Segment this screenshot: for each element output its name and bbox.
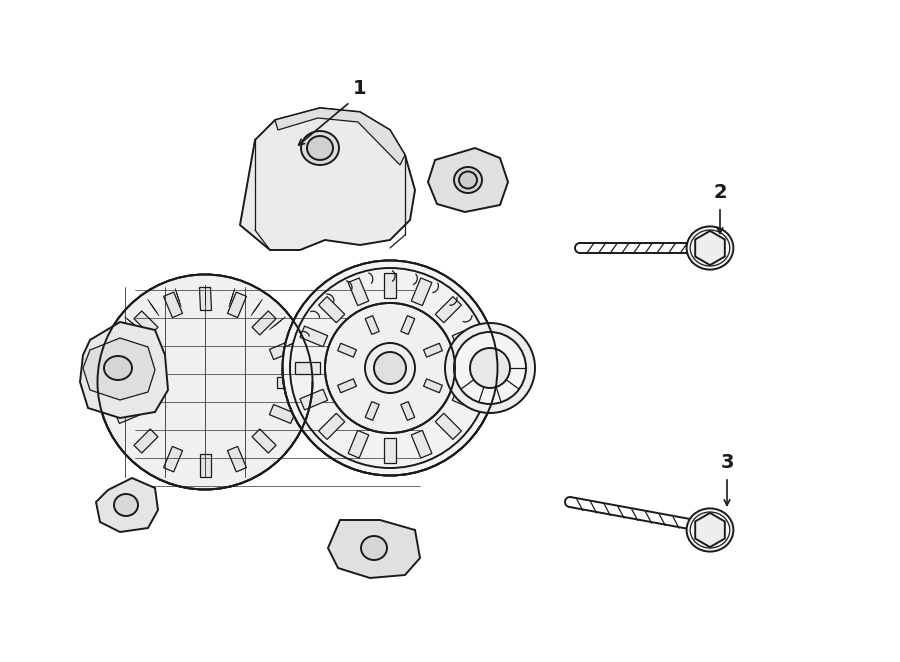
Polygon shape <box>97 261 498 489</box>
Ellipse shape <box>325 303 455 433</box>
Text: 3: 3 <box>720 453 733 471</box>
Polygon shape <box>295 362 320 374</box>
Polygon shape <box>164 292 183 318</box>
Polygon shape <box>384 438 396 463</box>
Text: 2: 2 <box>713 183 727 201</box>
Polygon shape <box>428 148 508 212</box>
Polygon shape <box>319 413 345 440</box>
Polygon shape <box>275 108 405 165</box>
Polygon shape <box>110 377 133 387</box>
Text: 1: 1 <box>353 79 367 97</box>
Polygon shape <box>411 278 432 306</box>
Ellipse shape <box>454 167 482 193</box>
Polygon shape <box>277 377 300 387</box>
Polygon shape <box>436 297 462 323</box>
Polygon shape <box>96 478 158 532</box>
Polygon shape <box>228 446 247 472</box>
Polygon shape <box>83 338 155 400</box>
Ellipse shape <box>374 352 406 384</box>
Polygon shape <box>424 344 442 357</box>
Polygon shape <box>228 292 247 318</box>
Polygon shape <box>348 430 369 458</box>
Polygon shape <box>411 430 432 458</box>
Polygon shape <box>252 429 276 453</box>
Polygon shape <box>460 362 485 374</box>
Polygon shape <box>269 404 295 424</box>
Ellipse shape <box>104 356 132 380</box>
Polygon shape <box>338 344 356 357</box>
Ellipse shape <box>307 136 333 160</box>
Polygon shape <box>365 402 379 420</box>
Polygon shape <box>115 340 140 359</box>
Polygon shape <box>453 326 480 347</box>
Ellipse shape <box>687 508 734 551</box>
Ellipse shape <box>454 332 526 404</box>
Polygon shape <box>269 340 295 359</box>
Polygon shape <box>115 404 140 424</box>
Polygon shape <box>365 316 379 334</box>
Ellipse shape <box>283 261 498 475</box>
Polygon shape <box>134 311 158 335</box>
Polygon shape <box>240 108 415 250</box>
Polygon shape <box>164 446 183 472</box>
Ellipse shape <box>290 268 490 468</box>
Polygon shape <box>328 520 420 578</box>
Ellipse shape <box>470 348 510 388</box>
Polygon shape <box>424 379 442 393</box>
Polygon shape <box>300 389 328 410</box>
Polygon shape <box>400 402 415 420</box>
Polygon shape <box>200 454 211 477</box>
Polygon shape <box>252 311 276 335</box>
Polygon shape <box>453 389 480 410</box>
Polygon shape <box>80 322 168 418</box>
Polygon shape <box>695 513 725 547</box>
Ellipse shape <box>301 131 339 165</box>
Ellipse shape <box>687 226 734 269</box>
Ellipse shape <box>361 536 387 560</box>
Polygon shape <box>319 297 345 323</box>
Polygon shape <box>695 231 725 265</box>
Polygon shape <box>134 429 158 453</box>
Polygon shape <box>400 316 415 334</box>
Polygon shape <box>338 379 356 393</box>
Ellipse shape <box>459 171 477 189</box>
Ellipse shape <box>365 343 415 393</box>
Polygon shape <box>300 326 328 347</box>
Polygon shape <box>384 273 396 298</box>
Polygon shape <box>436 413 462 440</box>
Ellipse shape <box>97 275 312 489</box>
Ellipse shape <box>445 323 535 413</box>
Polygon shape <box>348 278 369 306</box>
Polygon shape <box>200 287 211 310</box>
Ellipse shape <box>114 494 138 516</box>
